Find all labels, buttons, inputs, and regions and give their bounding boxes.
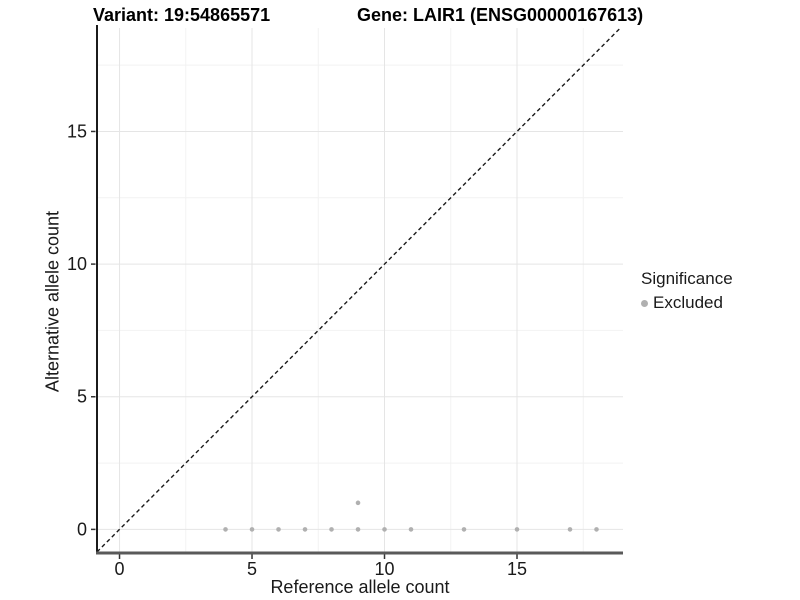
- data-point: [514, 527, 520, 532]
- variant-title: Variant: 19:54865571: [93, 5, 271, 25]
- data-point: [355, 527, 361, 532]
- gene-title: Gene: LAIR1 (ENSG00000167613): [357, 5, 644, 25]
- identity-dashed-line: [96, 27, 621, 553]
- data-point: [302, 527, 308, 532]
- y-tick-label: 15: [67, 121, 87, 141]
- excluded-point-icon: [641, 299, 648, 307]
- data-point: [567, 527, 573, 532]
- x-axis-label: Reference allele count: [270, 577, 450, 597]
- data-point: [223, 527, 228, 532]
- data-point: [276, 527, 281, 532]
- legend-title: Significance: [641, 269, 733, 288]
- data-point: [594, 527, 599, 532]
- data-point: [329, 527, 334, 532]
- data-point: [461, 527, 467, 532]
- y-tick-label: 0: [77, 519, 87, 539]
- y-axis-label: Alternative allele count: [42, 210, 63, 393]
- data-point: [355, 500, 361, 506]
- data-point: [382, 527, 387, 532]
- x-tick-label: 5: [247, 559, 257, 579]
- x-tick-label: 0: [115, 559, 125, 579]
- x-tick-label: 15: [507, 559, 527, 579]
- y-tick-label: 5: [77, 387, 87, 407]
- x-tick-label: 10: [374, 559, 394, 579]
- legend-item-excluded: Excluded: [641, 293, 733, 313]
- y-tick-label: 10: [67, 254, 87, 274]
- legend: Significance Excluded: [641, 269, 733, 313]
- data-point: [408, 527, 414, 532]
- legend-item-label: Excluded: [653, 293, 723, 312]
- data-point: [249, 527, 255, 532]
